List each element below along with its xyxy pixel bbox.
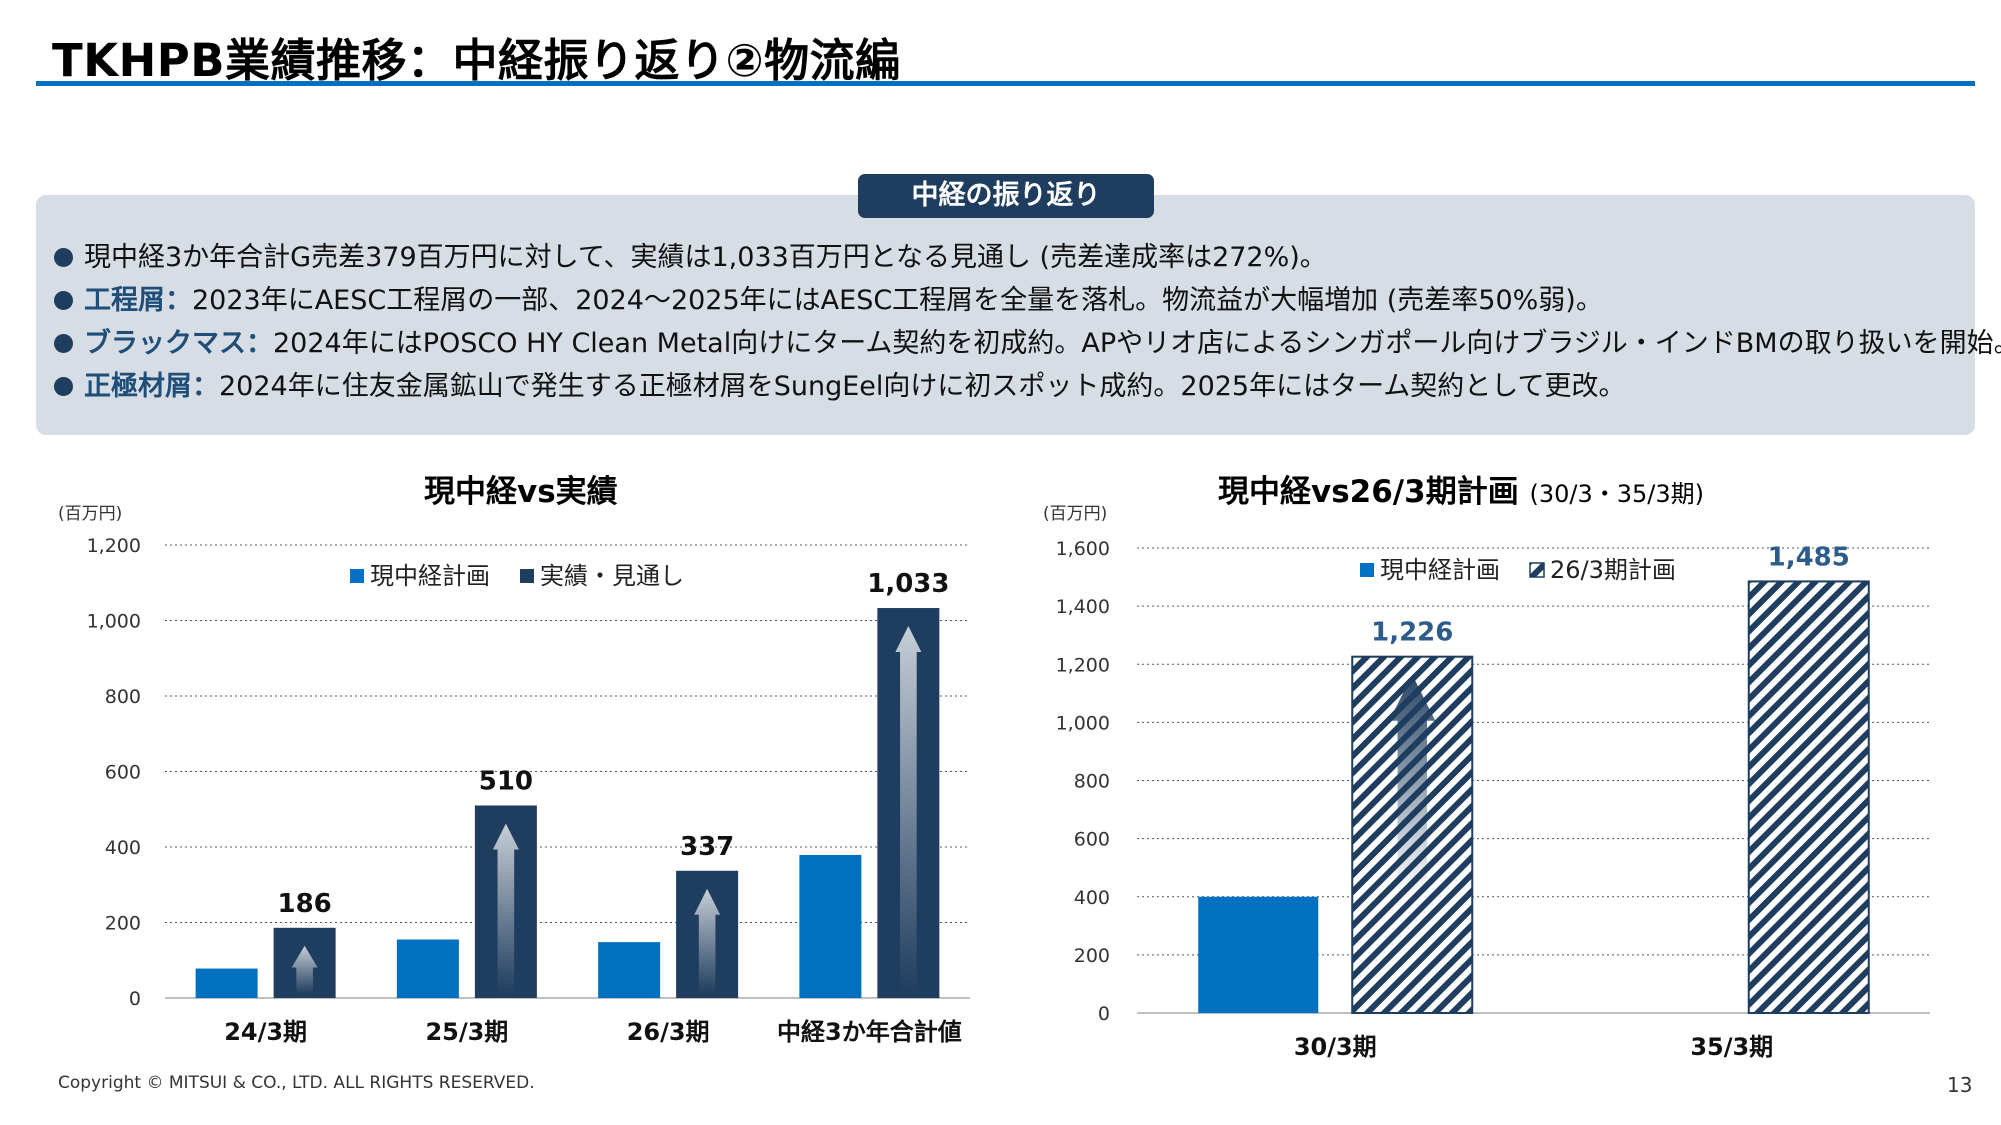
chart1-category-label: 24/3期	[224, 1018, 307, 1046]
chart1-bar-actual	[273, 927, 336, 998]
page-number: 13	[1947, 1073, 1973, 1097]
bullet-dot-icon	[54, 334, 73, 353]
bullet-item: 現中経3か年合計G売差379百万円に対して、実績は1,033百万円となる見通し …	[54, 236, 1954, 279]
chart1-y-tick-label: 600	[105, 762, 141, 784]
chart1-bar-actual	[676, 870, 739, 998]
bullet-text: 2024年に住友金属鉱山で発生する正極材屑をSungEel向けに初スポット成約。…	[219, 371, 1626, 402]
chart2-y-tick-label: 800	[1074, 771, 1110, 793]
chart1-data-label: 337	[680, 832, 734, 862]
bullet-label: 正極材屑：	[84, 371, 219, 402]
chart1-category-label: 中経3か年合計値	[777, 1018, 962, 1046]
chart1-title: 現中経vs実績	[424, 474, 618, 510]
chart1-bar-plan	[396, 939, 459, 998]
chart2-y-tick-label: 1,200	[1056, 654, 1110, 676]
chart1-data-label: 186	[277, 889, 331, 919]
chart2-y-tick-label: 0	[1098, 1003, 1110, 1025]
chart1-legend-swatch	[350, 569, 364, 583]
chart2-y-tick-label: 400	[1074, 887, 1110, 909]
chart2-y-tick-label: 1,600	[1056, 538, 1110, 560]
chart1-y-tick-label: 400	[105, 837, 141, 859]
chart2-bar-actual	[1747, 580, 1870, 1014]
chart1-up-arrow-icon	[694, 888, 721, 994]
chart1-y-tick-label: 1,000	[87, 611, 141, 633]
chart1-unit-label: (百万円)	[58, 504, 122, 524]
bullet-text: 2024年にはPOSCO HY Clean Metal向けにターム契約を初成約。…	[273, 328, 2001, 359]
chart2-y-tick-label: 1,000	[1056, 712, 1110, 734]
chart1-data-label: 510	[479, 766, 533, 796]
bullet-item: ブラックマス：2024年にはPOSCO HY Clean Metal向けにターム…	[54, 322, 2001, 365]
chart1-y-tick-label: 800	[105, 686, 141, 708]
chart2-legend-label: 現中経計画	[1380, 556, 1500, 584]
bullet-label: ブラックマス：	[84, 328, 273, 359]
chart2-legend-label: 26/3期計画	[1550, 556, 1676, 584]
chart2-y-tick-label: 600	[1074, 829, 1110, 851]
chart1-y-tick-label: 200	[105, 913, 141, 935]
chart1-data-label: 1,033	[867, 569, 949, 599]
bullet-dot-icon	[54, 248, 73, 267]
chart1-up-arrow-icon	[492, 823, 519, 994]
chart2-y-tick-label: 200	[1074, 945, 1110, 967]
title-underline	[36, 81, 1975, 86]
chart2-unit-label: (百万円)	[1043, 504, 1107, 524]
chart2-title-wrap: 現中経vs26/3期計画 (30/3・35/3期)	[1218, 466, 1704, 511]
summary-panel	[36, 195, 1975, 435]
chart1-legend-label: 現中経計画	[370, 562, 490, 590]
chart1-bar-actual	[877, 608, 940, 998]
chart1-legend-label: 実績・見通し	[540, 562, 684, 590]
chart2-category-label: 30/3期	[1294, 1033, 1377, 1061]
chart2-bar-actual	[1351, 655, 1474, 1014]
chart2-category-label: 35/3期	[1690, 1033, 1773, 1061]
chart1-up-arrow-icon	[291, 945, 318, 994]
chart2-bar-plan	[1198, 896, 1319, 1013]
bullet-dot-icon	[54, 291, 73, 310]
chart1-y-tick-label: 0	[129, 988, 141, 1010]
chart1-legend-swatch	[520, 569, 534, 583]
chart1-category-label: 25/3期	[425, 1018, 508, 1046]
chart1-y-tick-label: 1,200	[87, 535, 141, 557]
chart1-bar-plan	[598, 942, 661, 998]
chart1-category-label: 26/3期	[627, 1018, 710, 1046]
chart2-y-tick-label: 1,400	[1056, 596, 1110, 618]
chart2-data-label: 1,485	[1768, 542, 1850, 572]
chart1-up-arrow-icon	[895, 626, 922, 994]
summary-bullets: 現中経3か年合計G売差379百万円に対して、実績は1,033百万円となる見通し …	[54, 236, 2001, 408]
chart2-title: 現中経vs26/3期計画	[1218, 474, 1519, 510]
chart2-data-label: 1,226	[1371, 618, 1453, 648]
chart2-up-arrow-icon	[1389, 674, 1436, 896]
bullet-item: 工程屑：2023年にAESC工程屑の一部、2024～2025年にはAESC工程屑…	[54, 279, 1954, 322]
chart2-legend-swatch	[1529, 562, 1545, 578]
bullet-text: 現中経3か年合計G売差379百万円に対して、実績は1,033百万円となる見通し …	[84, 242, 1327, 273]
bullet-label: 工程屑：	[84, 285, 192, 316]
copyright: Copyright © MITSUI & CO., LTD. ALL RIGHT…	[58, 1073, 535, 1093]
bullet-text: 2023年にAESC工程屑の一部、2024～2025年にはAESC工程屑を全量を…	[192, 285, 1603, 316]
page-title: TKHPB業績推移：中経振り返り②物流編	[52, 34, 901, 87]
chart1-bar-plan	[195, 968, 258, 998]
chart2-legend-swatch	[1360, 563, 1374, 577]
chart1-bar-actual	[474, 805, 537, 998]
chart2-subtitle: (30/3・35/3期)	[1529, 480, 1705, 508]
chart1-bar-plan	[799, 854, 862, 998]
summary-tag: 中経の振り返り	[858, 174, 1154, 218]
bullet-item: 正極材屑：2024年に住友金属鉱山で発生する正極材屑をSungEel向けに初スポ…	[54, 365, 1954, 408]
bullet-dot-icon	[54, 377, 73, 396]
